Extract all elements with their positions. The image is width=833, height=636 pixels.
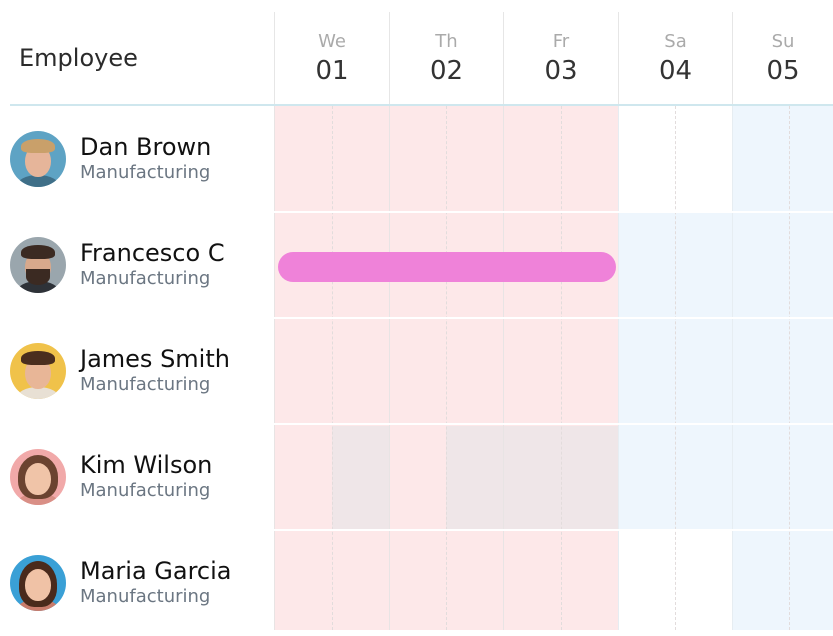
employee-name: James Smith [80,345,230,373]
event-bar[interactable] [278,252,616,282]
column-divider [618,106,619,630]
day-number: 04 [658,56,693,86]
row-divider [274,317,833,319]
half-day-divider [446,106,447,630]
day-header: Th 02 [389,12,503,104]
employee-department: Manufacturing [80,480,211,501]
day-number: 03 [544,56,578,86]
column-divider [732,106,733,630]
row-divider [274,529,833,531]
day-abbr: Th [435,31,458,52]
day-header: Su 05 [732,12,833,104]
employee-row[interactable]: Maria Garcia Manufacturing [10,530,274,636]
avatar [10,237,66,293]
day-number: 05 [766,56,800,86]
day-header: Sa 04 [618,12,732,104]
day-abbr: Su [771,31,795,52]
employee-row[interactable]: Francesco C Manufacturing [10,212,274,318]
employee-name: Francesco C [80,239,225,267]
day-number: 01 [315,56,349,86]
highlighted-cell [332,426,389,530]
header-divider [10,104,833,106]
highlighted-cell [446,426,618,530]
avatar [10,449,66,505]
timeline-grid: We 01 Th 02 Fr 03 Sa 04 Su 05 [274,12,833,630]
avatar [10,555,66,611]
employee-column-header: Employee [19,44,138,72]
column-divider [274,106,275,630]
employee-row[interactable]: Dan Brown Manufacturing [10,106,274,212]
day-abbr: We [318,31,346,52]
employee-department: Manufacturing [80,268,211,289]
employee-name: Maria Garcia [80,557,232,585]
row-divider [274,211,833,213]
day-abbr: Sa [664,31,687,52]
employee-department: Manufacturing [80,162,211,183]
employee-name: Dan Brown [80,133,212,161]
day-abbr: Fr [552,31,570,52]
employee-list: Dan Brown Manufacturing Francesco C Manu… [10,106,274,636]
half-day-divider [789,106,790,630]
employee-department: Manufacturing [80,586,211,607]
column-divider [389,106,390,630]
half-day-divider [332,106,333,630]
half-day-divider [675,106,676,630]
day-number: 02 [429,56,464,86]
employee-column: Employee Dan Brown Manufacturing [10,12,274,630]
employee-row[interactable]: Kim Wilson Manufacturing [10,424,274,530]
employee-department: Manufacturing [80,374,211,395]
employee-name: Kim Wilson [80,451,213,479]
avatar [10,343,66,399]
day-header: We 01 [274,12,389,104]
half-day-divider [561,106,562,630]
day-header: Fr 03 [503,12,618,104]
row-divider [274,423,833,425]
avatar [10,131,66,187]
timeline-body[interactable] [274,106,833,630]
employee-row[interactable]: James Smith Manufacturing [10,318,274,424]
column-divider [503,106,504,630]
